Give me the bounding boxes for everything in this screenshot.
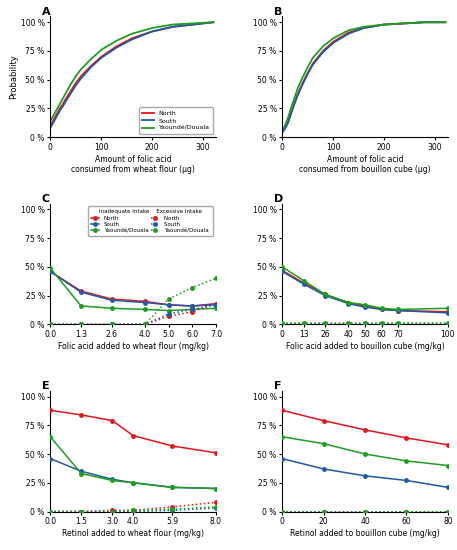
Text: F: F bbox=[274, 381, 282, 391]
X-axis label: Amount of folic acid
consumed from wheat flour (μg): Amount of folic acid consumed from wheat… bbox=[71, 155, 195, 174]
Legend: North, South, Yaoundé/Douala, North , South , Yaoundé/Douala : North, South, Yaoundé/Douala, North , So… bbox=[88, 206, 213, 236]
Text: A: A bbox=[42, 7, 51, 17]
X-axis label: Folic acid added to wheat flour (mg/kg): Folic acid added to wheat flour (mg/kg) bbox=[58, 342, 208, 351]
Y-axis label: Probability: Probability bbox=[9, 54, 18, 99]
X-axis label: Retinol added to wheat flour (mg/kg): Retinol added to wheat flour (mg/kg) bbox=[62, 529, 204, 538]
Text: E: E bbox=[42, 381, 50, 391]
X-axis label: Retinol added to bouillon cube (mg/kg): Retinol added to bouillon cube (mg/kg) bbox=[290, 529, 440, 538]
Legend: North, South, Yaoundé/Douala: North, South, Yaoundé/Douala bbox=[139, 107, 213, 134]
X-axis label: Folic acid added to bouillon cube (mg/kg): Folic acid added to bouillon cube (mg/kg… bbox=[286, 342, 444, 351]
Text: D: D bbox=[274, 194, 283, 204]
Text: C: C bbox=[42, 194, 50, 204]
X-axis label: Amount of folic acid
consumed from bouillon cube (μg): Amount of folic acid consumed from bouil… bbox=[299, 155, 431, 174]
Text: B: B bbox=[274, 7, 282, 17]
